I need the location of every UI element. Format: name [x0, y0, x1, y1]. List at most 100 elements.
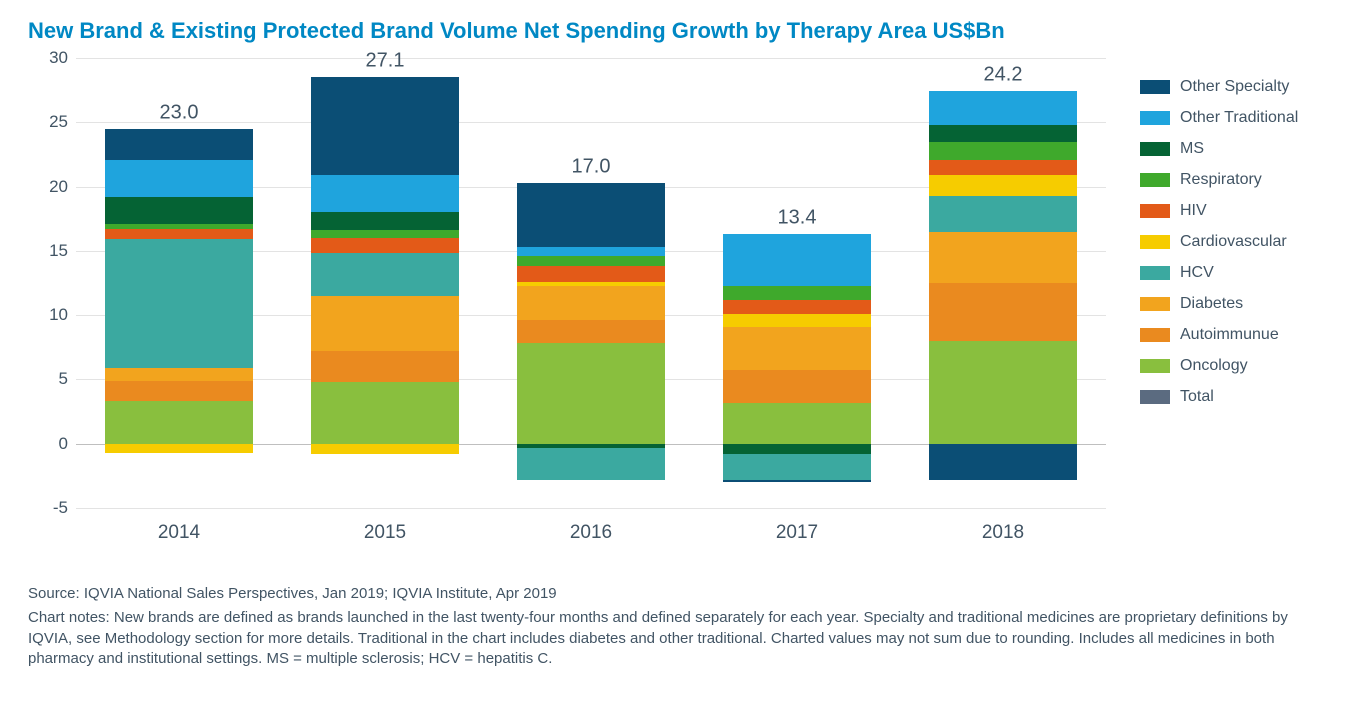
bar-total-label: 17.0: [517, 155, 665, 178]
bar-segment-respiratory: [105, 224, 253, 229]
legend-item-ms: MS: [1140, 140, 1324, 158]
legend-swatch: [1140, 235, 1170, 249]
bar-segment-other_traditional: [929, 91, 1077, 124]
bar-segment-respiratory: [311, 230, 459, 238]
bar-segment-hiv: [311, 238, 459, 253]
bar-segment-cardiovascular: [929, 175, 1077, 196]
legend-item-hcv: HCV: [1140, 264, 1324, 282]
bar-segment-hcv: [723, 454, 871, 480]
legend-label: Other Specialty: [1180, 78, 1289, 96]
bar-segment-diabetes: [723, 327, 871, 371]
bar-slot: 17.0: [488, 58, 694, 508]
bar-segment-oncology: [723, 403, 871, 444]
legend-label: Respiratory: [1180, 171, 1262, 189]
bar-segment-diabetes: [311, 296, 459, 351]
y-tick-label: 25: [28, 112, 68, 132]
bar-segment-oncology: [929, 341, 1077, 444]
bar-segment-hcv: [517, 448, 665, 480]
bar-stack: 23.0: [105, 58, 253, 508]
bar-segment-hcv: [311, 253, 459, 295]
legend: Other Specialty Other Traditional MS Respir…: [1114, 58, 1324, 568]
legend-label: Oncology: [1180, 357, 1248, 375]
bar-stack: 17.0: [517, 58, 665, 508]
legend-swatch: [1140, 111, 1170, 125]
bar-segment-cardiovascular: [105, 444, 253, 453]
legend-swatch: [1140, 173, 1170, 187]
bar-segment-ms: [105, 197, 253, 224]
plot-area: -5051015202530 23.027.117.013.424.2: [76, 58, 1106, 508]
x-tick-label: 2016: [488, 522, 694, 544]
bar-segment-autoimmune: [517, 320, 665, 343]
bar-segment-other_specialty: [929, 444, 1077, 480]
bar-segment-diabetes: [929, 232, 1077, 283]
bar-segment-autoimmune: [929, 283, 1077, 341]
bar-total-label: 13.4: [723, 207, 871, 230]
legend-swatch: [1140, 297, 1170, 311]
bar-segment-other_specialty: [105, 129, 253, 160]
bar-stack: 13.4: [723, 58, 871, 508]
legend-label: Cardiovascular: [1180, 233, 1287, 251]
bar-total-label: 27.1: [311, 50, 459, 73]
bar-segment-other_traditional: [723, 234, 871, 285]
x-tick-label: 2015: [282, 522, 488, 544]
bar-segment-ms: [311, 212, 459, 230]
legend-label: Diabetes: [1180, 295, 1243, 313]
footnotes: Source: IQVIA National Sales Perspective…: [28, 584, 1324, 669]
x-axis-labels: 20142015201620172018: [76, 522, 1106, 544]
legend-label: MS: [1180, 140, 1204, 158]
chart-title: New Brand & Existing Protected Brand Vol…: [28, 18, 1324, 44]
bar-segment-other_specialty: [517, 183, 665, 247]
gridline: [76, 508, 1106, 509]
bar-slot: 24.2: [900, 58, 1106, 508]
legend-label: Other Traditional: [1180, 109, 1298, 127]
bar-slot: 13.4: [694, 58, 900, 508]
legend-swatch: [1140, 359, 1170, 373]
bar-segment-cardiovascular: [311, 444, 459, 454]
bar-stack: 27.1: [311, 58, 459, 508]
bar-segment-autoimmune: [311, 351, 459, 382]
legend-item-hiv: HIV: [1140, 202, 1324, 220]
legend-item-other_traditional: Other Traditional: [1140, 109, 1324, 127]
y-tick-label: -5: [28, 498, 68, 518]
legend-swatch: [1140, 390, 1170, 404]
bar-segment-oncology: [311, 382, 459, 444]
bar-segment-autoimmune: [105, 381, 253, 402]
bar-segment-hiv: [723, 300, 871, 314]
legend-item-total: Total: [1140, 388, 1324, 406]
bar-segment-other_traditional: [105, 160, 253, 197]
y-tick-label: 20: [28, 177, 68, 197]
bar-segment-cardiovascular: [723, 314, 871, 327]
legend-item-cardiovascular: Cardiovascular: [1140, 233, 1324, 251]
bar-segment-diabetes: [517, 286, 665, 321]
y-tick-label: 5: [28, 369, 68, 389]
legend-item-oncology: Oncology: [1140, 357, 1324, 375]
bar-segment-diabetes: [105, 368, 253, 381]
y-tick-label: 15: [28, 241, 68, 261]
bar-segment-respiratory: [929, 142, 1077, 160]
y-tick-label: 0: [28, 434, 68, 454]
legend-item-autoimmune: Autoimmunue: [1140, 326, 1324, 344]
bar-segment-other_specialty: [311, 77, 459, 175]
bar-segment-ms: [929, 125, 1077, 142]
legend-item-other_specialty: Other Specialty: [1140, 78, 1324, 96]
legend-swatch: [1140, 328, 1170, 342]
bar-segment-autoimmune: [723, 370, 871, 402]
bar-segment-other_traditional: [517, 247, 665, 256]
bar-total-label: 24.2: [929, 64, 1077, 87]
bar-slot: 27.1: [282, 58, 488, 508]
bar-segment-respiratory: [517, 256, 665, 266]
bar-segment-hcv: [105, 239, 253, 368]
legend-label: Autoimmunue: [1180, 326, 1279, 344]
legend-swatch: [1140, 204, 1170, 218]
bar-segment-hcv: [929, 196, 1077, 232]
source-text: Source: IQVIA National Sales Perspective…: [28, 584, 1324, 604]
legend-item-diabetes: Diabetes: [1140, 295, 1324, 313]
legend-swatch: [1140, 266, 1170, 280]
bar-segment-respiratory: [723, 286, 871, 300]
bar-segment-other_traditional: [311, 175, 459, 212]
bar-segment-ms: [723, 444, 871, 454]
bar-segment-other_specialty: [723, 480, 871, 483]
legend-label: Total: [1180, 388, 1214, 406]
legend-swatch: [1140, 80, 1170, 94]
bar-segment-hiv: [105, 229, 253, 239]
